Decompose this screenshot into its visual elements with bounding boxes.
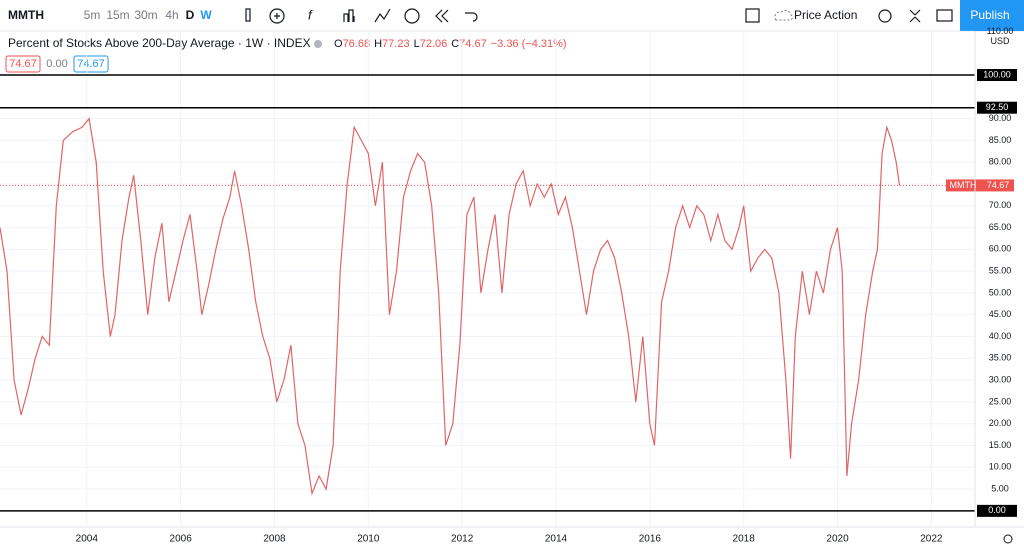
level-label: 92.50 xyxy=(986,102,1009,112)
interval[interactable]: 30m xyxy=(134,8,157,22)
last-price-tag xyxy=(946,179,1014,192)
replay-icon[interactable] xyxy=(435,9,449,23)
y-tick-label: 85.00 xyxy=(989,135,1012,145)
x-tick-label: 2016 xyxy=(639,534,662,545)
candle-icon[interactable] xyxy=(245,8,251,22)
ohlc-value: 72.06 xyxy=(420,38,448,50)
level-tag xyxy=(977,504,1017,517)
y-tick-label: 90.00 xyxy=(989,113,1012,123)
badge-box xyxy=(73,55,109,73)
badge: 0.00 xyxy=(46,58,67,70)
x-tick-label: 2018 xyxy=(733,534,756,545)
ohlc-value: 77.23 xyxy=(382,38,410,50)
layout-name[interactable]: Price Action xyxy=(794,8,857,22)
x-tick-label: 2020 xyxy=(826,534,849,545)
axis-settings-icon[interactable] xyxy=(1003,534,1013,544)
cloud-icon xyxy=(774,9,793,21)
y-tick-label: 20.00 xyxy=(989,418,1012,428)
x-tick-label: 2022 xyxy=(920,534,943,545)
badge-box xyxy=(44,56,70,72)
last-price-label: 74.67 xyxy=(987,180,1010,190)
x-tick-label: 2006 xyxy=(170,534,193,545)
currency: USD xyxy=(990,36,1010,46)
ohlc-label: H xyxy=(374,38,382,50)
add-icon[interactable] xyxy=(269,8,285,24)
camera-icon[interactable] xyxy=(936,9,953,22)
y-tick-label: 60.00 xyxy=(989,244,1012,254)
last-price-symbol: MMTH xyxy=(950,180,977,190)
interval[interactable]: D xyxy=(186,8,195,22)
x-tick-label: 2014 xyxy=(545,534,568,545)
level-tag xyxy=(977,101,1017,114)
interval[interactable]: 4h xyxy=(165,8,178,22)
undo-icon[interactable] xyxy=(465,12,478,22)
settings-icon[interactable] xyxy=(878,9,892,23)
plot: 5.00 10.00 15.00 20.00 25.00 30.00 35.00 40.00 4… xyxy=(0,26,1017,545)
y-tick-label: 40.00 xyxy=(989,331,1012,341)
legend-dot xyxy=(314,40,322,48)
bars-icon[interactable] xyxy=(343,9,355,22)
x-tick-label: 2010 xyxy=(357,534,380,545)
level-label: 0.00 xyxy=(988,505,1006,515)
x-tick-label: 2012 xyxy=(451,534,474,545)
interval[interactable]: 15m xyxy=(106,8,129,22)
toolbar xyxy=(0,0,1024,31)
level-tag xyxy=(977,69,1017,82)
y-tick-label: 30.00 xyxy=(989,374,1012,384)
y-tick-label: 50.00 xyxy=(989,287,1012,297)
fx-icon[interactable]: f xyxy=(308,7,313,22)
badge: 74.67 xyxy=(9,58,37,70)
square-icon[interactable] xyxy=(745,8,760,23)
toolbar-icons xyxy=(245,8,953,24)
intervals: 5m 15m 30m 4h D W xyxy=(84,8,213,22)
legend-title: Percent of Stocks Above 200-Day Average … xyxy=(8,36,311,50)
y-tick-label: 10.00 xyxy=(989,462,1012,472)
publish-label[interactable]: Publish xyxy=(970,8,1009,22)
y-tick-label: 55.00 xyxy=(989,266,1012,276)
y-tick-label: 35.00 xyxy=(989,353,1012,363)
y-tick-label: 45.00 xyxy=(989,309,1012,319)
x-tick-label: 2004 xyxy=(76,534,99,545)
interval[interactable]: 5m xyxy=(84,8,101,22)
alert-icon[interactable] xyxy=(404,8,420,24)
compare-icon[interactable] xyxy=(374,8,391,23)
price-line xyxy=(0,117,901,496)
publish-button[interactable] xyxy=(960,0,1024,31)
legend-ohlc: O76.68 H77.23 L72.06 C74.67 −3.36 (−4.31%) xyxy=(334,38,567,50)
y-tick-label: 70.00 xyxy=(989,200,1012,210)
y-tick-label: 15.00 xyxy=(989,440,1012,450)
badge: 74.67 xyxy=(77,58,105,70)
x-tick-label: 2008 xyxy=(263,534,286,545)
fullscreen-icon[interactable] xyxy=(909,9,921,23)
change: −3.36 (−4.31%) xyxy=(491,38,567,50)
y-tick-label: 80.00 xyxy=(989,157,1012,167)
ohlc-label: C xyxy=(451,38,459,50)
ohlc-label: O xyxy=(334,38,343,50)
y-tick-label: 110.00 xyxy=(987,26,1014,36)
y-tick-label: 25.00 xyxy=(989,396,1012,406)
ohlc-label: L xyxy=(414,38,420,50)
symbol[interactable]: MMTH xyxy=(8,8,44,22)
y-tick-label: 65.00 xyxy=(989,222,1012,232)
level-label: 100.00 xyxy=(983,69,1011,79)
add-icon-plus xyxy=(274,13,280,19)
ohlc-value: 74.67 xyxy=(459,38,487,50)
badge-box xyxy=(5,55,41,73)
y-tick-label: 5.00 xyxy=(991,483,1009,493)
interval[interactable]: W xyxy=(200,8,212,22)
ohlc-value: 76.68 xyxy=(343,38,371,50)
badges: 74.67 0.00 74.67 xyxy=(5,55,109,73)
